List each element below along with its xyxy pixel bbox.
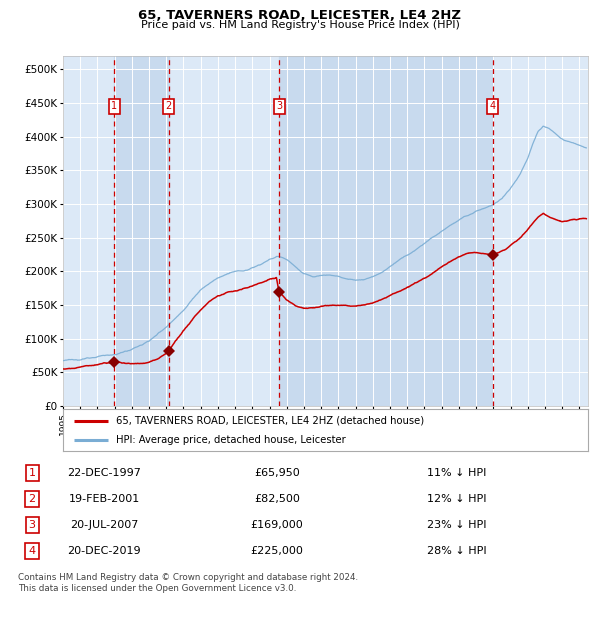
Text: HPI: Average price, detached house, Leicester: HPI: Average price, detached house, Leic… (115, 435, 345, 445)
Text: Price paid vs. HM Land Registry's House Price Index (HPI): Price paid vs. HM Land Registry's House … (140, 20, 460, 30)
Bar (114, 56, 169, 406)
Text: Contains HM Land Registry data © Crown copyright and database right 2024.
This d: Contains HM Land Registry data © Crown c… (18, 574, 358, 593)
Text: 23% ↓ HPI: 23% ↓ HPI (427, 520, 486, 530)
Text: 3: 3 (276, 101, 282, 112)
Text: 2: 2 (166, 101, 172, 112)
Text: £169,000: £169,000 (251, 520, 304, 530)
Text: 19-FEB-2001: 19-FEB-2001 (68, 494, 140, 504)
Text: 20-JUL-2007: 20-JUL-2007 (70, 520, 139, 530)
Text: 2: 2 (29, 494, 36, 504)
Text: £225,000: £225,000 (251, 546, 304, 556)
Text: 12% ↓ HPI: 12% ↓ HPI (427, 494, 486, 504)
Text: 4: 4 (490, 101, 496, 112)
Text: 65, TAVERNERS ROAD, LEICESTER, LE4 2HZ (detached house): 65, TAVERNERS ROAD, LEICESTER, LE4 2HZ (… (115, 415, 424, 425)
Text: 4: 4 (29, 546, 36, 556)
Text: 28% ↓ HPI: 28% ↓ HPI (427, 546, 487, 556)
Text: 22-DEC-1997: 22-DEC-1997 (67, 468, 141, 478)
Text: 1: 1 (111, 101, 117, 112)
Text: 11% ↓ HPI: 11% ↓ HPI (427, 468, 486, 478)
Text: 20-DEC-2019: 20-DEC-2019 (67, 546, 141, 556)
Text: 3: 3 (29, 520, 35, 530)
Text: 65, TAVERNERS ROAD, LEICESTER, LE4 2HZ: 65, TAVERNERS ROAD, LEICESTER, LE4 2HZ (139, 9, 461, 22)
Text: £82,500: £82,500 (254, 494, 300, 504)
Text: 1: 1 (29, 468, 35, 478)
Text: £65,950: £65,950 (254, 468, 300, 478)
Bar (279, 56, 493, 406)
